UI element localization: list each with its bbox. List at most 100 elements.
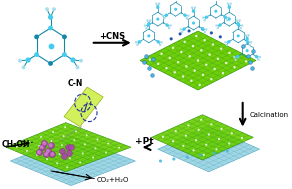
Point [187, 55, 192, 58]
Point [37, 144, 41, 147]
Point [48, 62, 53, 65]
Point [48, 26, 53, 29]
Point [247, 43, 252, 46]
Point [50, 153, 55, 156]
Point [245, 49, 249, 52]
Point [39, 136, 43, 139]
Point [181, 144, 186, 147]
Point [192, 69, 197, 72]
Polygon shape [140, 31, 256, 90]
Point [240, 44, 245, 47]
Point [147, 67, 151, 70]
Point [18, 59, 22, 62]
Point [167, 57, 172, 60]
Point [69, 146, 73, 149]
Point [67, 152, 72, 155]
Point [237, 19, 242, 22]
Point [155, 6, 160, 9]
Point [71, 59, 75, 62]
Text: CH₃OH: CH₃OH [1, 140, 30, 149]
Point [50, 153, 55, 156]
Point [235, 56, 240, 59]
Point [209, 31, 214, 34]
Point [161, 14, 165, 17]
Point [246, 54, 250, 57]
Point [144, 54, 149, 57]
Point [135, 43, 140, 46]
Point [173, 8, 178, 11]
Point [161, 135, 165, 138]
Point [47, 149, 52, 152]
Point [236, 23, 241, 26]
Point [67, 157, 72, 160]
Point [27, 140, 31, 143]
Point [244, 34, 248, 37]
Point [245, 37, 249, 40]
Point [142, 24, 147, 27]
Point [168, 24, 173, 27]
Point [202, 19, 207, 22]
Point [227, 40, 231, 43]
Point [204, 16, 209, 19]
Point [185, 156, 190, 159]
Point [228, 2, 233, 5]
Polygon shape [64, 87, 103, 126]
Point [164, 14, 169, 17]
Point [52, 8, 56, 11]
Point [79, 59, 83, 62]
Point [225, 43, 229, 46]
Point [218, 35, 223, 38]
Text: CO₂+H₂O: CO₂+H₂O [97, 177, 129, 183]
Point [75, 66, 80, 69]
Point [60, 144, 64, 147]
Point [147, 34, 151, 37]
Point [232, 66, 237, 69]
Point [78, 161, 83, 164]
Point [196, 129, 201, 132]
Point [165, 23, 169, 26]
Point [173, 130, 178, 133]
Point [62, 155, 66, 158]
Point [45, 8, 49, 11]
Point [180, 31, 185, 34]
Point [159, 41, 164, 44]
Point [206, 133, 211, 136]
Point [204, 28, 209, 31]
Point [171, 140, 175, 143]
Point [201, 27, 205, 30]
Text: +CNS: +CNS [99, 32, 125, 41]
Point [199, 118, 204, 121]
Point [227, 51, 232, 54]
Point [182, 14, 187, 17]
Point [220, 72, 225, 75]
Point [42, 142, 47, 145]
Point [225, 19, 230, 22]
Point [236, 34, 241, 37]
Point [65, 166, 69, 169]
Point [214, 148, 219, 151]
Polygon shape [6, 123, 131, 172]
Point [213, 10, 218, 13]
Point [225, 150, 230, 153]
Point [209, 123, 214, 126]
Point [156, 40, 161, 43]
Point [201, 73, 205, 76]
Point [95, 138, 100, 141]
Point [62, 53, 67, 56]
Point [162, 17, 166, 20]
Point [172, 71, 177, 74]
Point [134, 41, 138, 44]
Point [187, 29, 191, 33]
Point [171, 46, 175, 49]
Point [148, 19, 152, 22]
Point [201, 16, 205, 19]
Point [236, 22, 241, 26]
Point [240, 24, 244, 27]
Point [63, 125, 67, 129]
Point [178, 28, 183, 31]
Point [194, 35, 199, 38]
Point [74, 130, 78, 133]
Point [104, 151, 108, 154]
Point [236, 55, 240, 58]
Point [48, 144, 53, 147]
